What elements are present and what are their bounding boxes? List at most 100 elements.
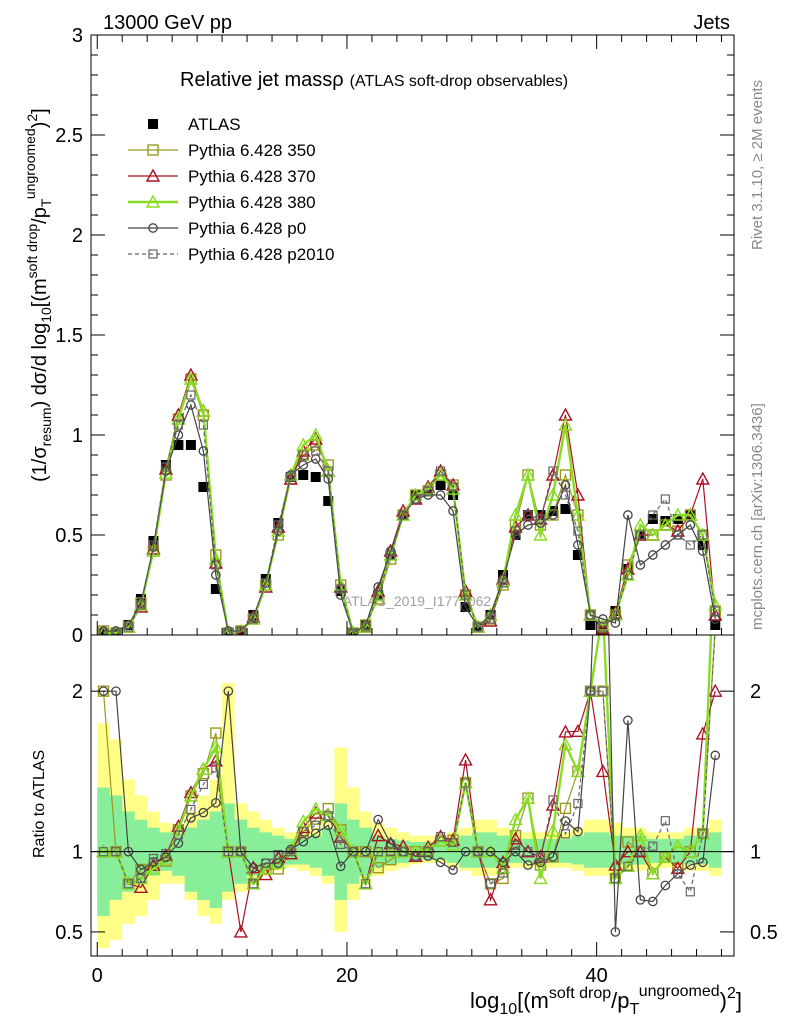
axes: 00.511.522.530.5 0.51 12 20 20 40 <box>55 25 778 987</box>
ratio-point <box>311 820 321 830</box>
ratio-point <box>708 683 723 697</box>
ratio-point <box>548 795 558 805</box>
ratio-point <box>660 880 671 891</box>
ratio-point <box>623 715 633 726</box>
ratio-point <box>333 822 348 836</box>
ratio-point <box>121 876 136 890</box>
data-point <box>173 430 184 440</box>
data-point <box>598 622 608 632</box>
data-point <box>473 622 483 632</box>
series-3 <box>98 371 723 635</box>
data-point <box>435 490 446 500</box>
data-point <box>136 600 146 610</box>
ratio-y-tick-label-right: 2 <box>750 681 761 703</box>
ratio-point <box>498 868 508 878</box>
data-point <box>420 481 436 495</box>
ratio-point <box>647 896 658 907</box>
ratio-point <box>248 879 258 889</box>
data-point <box>595 621 611 635</box>
data-point <box>498 578 508 588</box>
main-panel-series <box>97 367 723 635</box>
data-point <box>210 584 221 594</box>
ratio-point <box>483 892 498 906</box>
legend-marker <box>147 144 159 156</box>
data-point <box>495 573 511 587</box>
ratio-point <box>533 870 548 885</box>
ratio-point <box>595 763 611 778</box>
ratio-point <box>685 887 695 897</box>
data-point <box>573 526 583 536</box>
data-point <box>336 584 346 594</box>
data-point <box>523 520 533 530</box>
data-point <box>283 467 298 481</box>
ratio-point <box>211 797 221 808</box>
data-point <box>660 494 670 504</box>
ratio-point <box>208 739 224 753</box>
data-point <box>460 590 471 600</box>
ratio-point <box>233 924 249 938</box>
data-point <box>698 530 708 540</box>
data-point <box>520 467 536 481</box>
ratio-y-tick-label-right: 0.5 <box>750 922 778 944</box>
ratio-point <box>335 861 346 872</box>
data-point <box>710 606 720 616</box>
ratio-y-tick-label: 1 <box>72 842 83 864</box>
ratio-point <box>322 802 334 815</box>
ratio-line-4 <box>103 635 716 932</box>
ratio-point <box>697 857 708 868</box>
ratio-point <box>570 723 586 737</box>
data-point <box>298 460 309 470</box>
data-point <box>710 620 721 630</box>
data-point <box>670 507 685 521</box>
data-point <box>310 472 321 482</box>
ratio-point <box>336 839 346 849</box>
ratio-point <box>308 801 323 815</box>
data-point <box>470 619 486 633</box>
ratio-point <box>358 876 373 890</box>
data-point <box>673 530 683 540</box>
data-point <box>386 550 396 560</box>
data-point <box>111 628 121 635</box>
data-point <box>660 540 671 550</box>
data-point <box>697 546 708 556</box>
ratio-point <box>523 860 533 870</box>
rivet-version-label: Rivet 3.1.10, ≥ 2M events <box>749 80 766 250</box>
y-tick-label: 2.5 <box>55 125 83 147</box>
ratio-point <box>211 763 221 773</box>
data-point <box>185 440 196 450</box>
ratio-point <box>136 864 146 875</box>
data-point <box>286 472 296 482</box>
data-point <box>658 517 673 531</box>
ratio-point <box>133 870 149 885</box>
category-label: Jets <box>693 12 730 34</box>
data-point <box>523 510 533 520</box>
ratio-point <box>573 826 583 837</box>
legend-label: Pythia 6.428 350 <box>188 141 316 160</box>
data-point <box>635 530 645 540</box>
data-point <box>633 517 648 531</box>
data-point <box>273 520 283 530</box>
data-point <box>695 471 710 485</box>
ratio-point <box>635 894 646 905</box>
data-point <box>572 550 583 560</box>
ratio-point <box>273 849 283 860</box>
ratio-point <box>570 763 586 778</box>
data-point <box>160 460 171 470</box>
ratio-point <box>136 873 146 884</box>
ratio-point <box>610 927 621 937</box>
ratio-point <box>573 798 583 809</box>
data-point <box>570 507 586 521</box>
ratio-point <box>510 840 521 850</box>
ratio-point <box>183 788 199 802</box>
data-point <box>261 578 271 588</box>
y-tick-label: 1.5 <box>55 325 83 347</box>
ratio-point <box>361 879 371 889</box>
data-point <box>373 590 383 600</box>
ratio-point <box>598 686 608 696</box>
data-point <box>208 551 224 565</box>
ratio-point <box>161 848 171 859</box>
legend-label: Pythia 6.428 p2010 <box>188 245 335 264</box>
ratio-y-tick-label: 0.5 <box>55 922 83 944</box>
ratio-point <box>223 686 234 697</box>
